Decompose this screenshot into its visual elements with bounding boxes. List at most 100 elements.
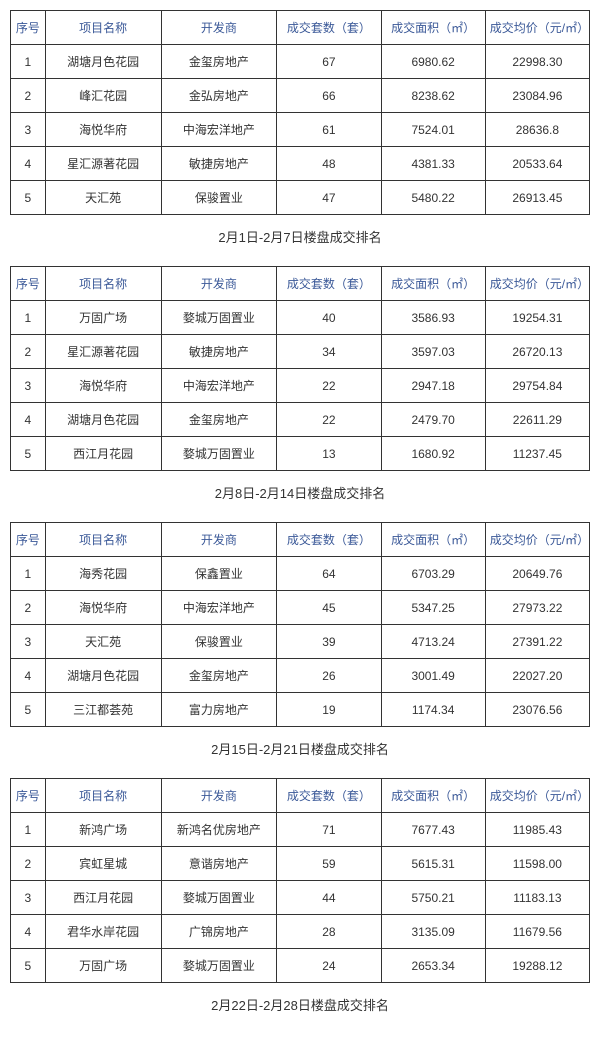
cell-area: 3597.03 [381, 335, 485, 369]
cell-seq: 4 [11, 915, 46, 949]
table-row: 1海秀花园保鑫置业646703.2920649.76 [11, 557, 590, 591]
cell-seq: 5 [11, 437, 46, 471]
cell-area: 5615.31 [381, 847, 485, 881]
column-header-name: 项目名称 [45, 11, 161, 45]
ranking-section: 序号项目名称开发商成交套数（套）成交面积（㎡）成交均价（元/㎡）1湖塘月色花园金… [10, 10, 590, 246]
cell-price: 28636.8 [485, 113, 589, 147]
ranking-table: 序号项目名称开发商成交套数（套）成交面积（㎡）成交均价（元/㎡）1万固广场婺城万… [10, 266, 590, 471]
cell-dev: 中海宏洋地产 [161, 591, 277, 625]
column-header-price: 成交均价（元/㎡） [485, 523, 589, 557]
cell-price: 19254.31 [485, 301, 589, 335]
cell-area: 7677.43 [381, 813, 485, 847]
column-header-seq: 序号 [11, 779, 46, 813]
cell-name: 星汇源著花园 [45, 335, 161, 369]
cell-seq: 4 [11, 147, 46, 181]
column-header-price: 成交均价（元/㎡） [485, 267, 589, 301]
ranking-section: 序号项目名称开发商成交套数（套）成交面积（㎡）成交均价（元/㎡）1新鸿广场新鸿名… [10, 778, 590, 1014]
cell-dev: 保鑫置业 [161, 557, 277, 591]
cell-name: 海悦华府 [45, 591, 161, 625]
cell-seq: 3 [11, 625, 46, 659]
cell-dev: 中海宏洋地产 [161, 369, 277, 403]
column-header-name: 项目名称 [45, 779, 161, 813]
column-header-price: 成交均价（元/㎡） [485, 779, 589, 813]
cell-seq: 2 [11, 79, 46, 113]
ranking-section: 序号项目名称开发商成交套数（套）成交面积（㎡）成交均价（元/㎡）1万固广场婺城万… [10, 266, 590, 502]
column-header-units: 成交套数（套） [277, 523, 381, 557]
cell-dev: 婺城万固置业 [161, 437, 277, 471]
column-header-price: 成交均价（元/㎡） [485, 11, 589, 45]
table-header-row: 序号项目名称开发商成交套数（套）成交面积（㎡）成交均价（元/㎡） [11, 779, 590, 813]
cell-name: 湖塘月色花园 [45, 403, 161, 437]
cell-area: 7524.01 [381, 113, 485, 147]
cell-name: 天汇苑 [45, 181, 161, 215]
cell-area: 4381.33 [381, 147, 485, 181]
cell-price: 19288.12 [485, 949, 589, 983]
cell-name: 湖塘月色花园 [45, 659, 161, 693]
table-row: 3海悦华府中海宏洋地产222947.1829754.84 [11, 369, 590, 403]
table-row: 2峰汇花园金弘房地产668238.6223084.96 [11, 79, 590, 113]
cell-price: 22611.29 [485, 403, 589, 437]
cell-seq: 1 [11, 45, 46, 79]
cell-units: 24 [277, 949, 381, 983]
cell-dev: 婺城万固置业 [161, 881, 277, 915]
cell-units: 39 [277, 625, 381, 659]
cell-name: 湖塘月色花园 [45, 45, 161, 79]
cell-price: 11985.43 [485, 813, 589, 847]
cell-area: 2947.18 [381, 369, 485, 403]
table-row: 2星汇源著花园敏捷房地产343597.0326720.13 [11, 335, 590, 369]
cell-seq: 1 [11, 301, 46, 335]
table-caption: 2月22日-2月28日楼盘成交排名 [10, 995, 590, 1014]
cell-dev: 意谐房地产 [161, 847, 277, 881]
cell-price: 22027.20 [485, 659, 589, 693]
table-row: 5西江月花园婺城万固置业131680.9211237.45 [11, 437, 590, 471]
cell-price: 23084.96 [485, 79, 589, 113]
cell-area: 6703.29 [381, 557, 485, 591]
cell-seq: 1 [11, 813, 46, 847]
cell-dev: 保骏置业 [161, 625, 277, 659]
table-row: 4湖塘月色花园金玺房地产263001.4922027.20 [11, 659, 590, 693]
cell-units: 26 [277, 659, 381, 693]
table-row: 3西江月花园婺城万固置业445750.2111183.13 [11, 881, 590, 915]
table-caption: 2月1日-2月7日楼盘成交排名 [10, 227, 590, 246]
cell-name: 天汇苑 [45, 625, 161, 659]
table-row: 4星汇源著花园敏捷房地产484381.3320533.64 [11, 147, 590, 181]
column-header-area: 成交面积（㎡） [381, 267, 485, 301]
table-row: 3海悦华府中海宏洋地产617524.0128636.8 [11, 113, 590, 147]
table-caption: 2月15日-2月21日楼盘成交排名 [10, 739, 590, 758]
cell-price: 11679.56 [485, 915, 589, 949]
cell-area: 5480.22 [381, 181, 485, 215]
column-header-dev: 开发商 [161, 11, 277, 45]
cell-units: 45 [277, 591, 381, 625]
cell-seq: 3 [11, 369, 46, 403]
cell-name: 峰汇花园 [45, 79, 161, 113]
cell-units: 22 [277, 369, 381, 403]
cell-price: 20533.64 [485, 147, 589, 181]
cell-price: 22998.30 [485, 45, 589, 79]
cell-units: 34 [277, 335, 381, 369]
cell-area: 1680.92 [381, 437, 485, 471]
table-row: 4君华水岸花园广锦房地产283135.0911679.56 [11, 915, 590, 949]
cell-name: 西江月花园 [45, 881, 161, 915]
cell-seq: 5 [11, 949, 46, 983]
cell-name: 宾虹星城 [45, 847, 161, 881]
cell-units: 64 [277, 557, 381, 591]
cell-price: 11237.45 [485, 437, 589, 471]
cell-seq: 5 [11, 181, 46, 215]
cell-units: 67 [277, 45, 381, 79]
column-header-seq: 序号 [11, 523, 46, 557]
cell-name: 万固广场 [45, 301, 161, 335]
cell-dev: 金玺房地产 [161, 659, 277, 693]
cell-name: 海悦华府 [45, 113, 161, 147]
cell-seq: 2 [11, 591, 46, 625]
cell-units: 44 [277, 881, 381, 915]
cell-units: 66 [277, 79, 381, 113]
table-header-row: 序号项目名称开发商成交套数（套）成交面积（㎡）成交均价（元/㎡） [11, 523, 590, 557]
column-header-units: 成交套数（套） [277, 267, 381, 301]
cell-dev: 敏捷房地产 [161, 335, 277, 369]
column-header-seq: 序号 [11, 267, 46, 301]
cell-name: 君华水岸花园 [45, 915, 161, 949]
cell-dev: 婺城万固置业 [161, 949, 277, 983]
column-header-dev: 开发商 [161, 779, 277, 813]
cell-dev: 中海宏洋地产 [161, 113, 277, 147]
cell-dev: 广锦房地产 [161, 915, 277, 949]
